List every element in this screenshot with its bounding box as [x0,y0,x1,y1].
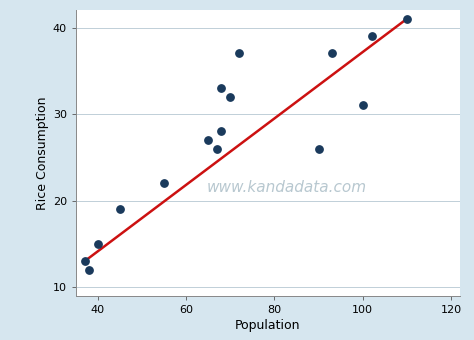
Text: www.kandadata.com: www.kandadata.com [207,180,367,195]
Point [235,51,243,56]
Point [218,85,225,91]
Point [403,16,410,21]
Point [218,129,225,134]
Point [213,146,221,151]
Point [204,137,212,143]
Y-axis label: Rice Consumption: Rice Consumption [36,96,48,210]
Point [85,267,93,273]
Point [227,94,234,100]
Point [160,181,168,186]
X-axis label: Population: Population [235,319,301,332]
Point [116,206,124,212]
Point [315,146,322,151]
Point [368,33,375,39]
Point [359,103,366,108]
Point [81,258,89,264]
Point [328,51,336,56]
Point [94,241,102,246]
